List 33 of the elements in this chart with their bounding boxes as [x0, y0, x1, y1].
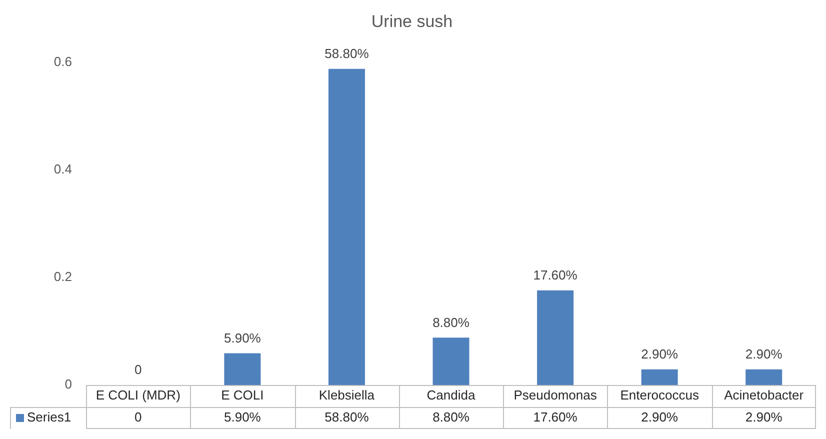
data-label: 58.80%: [324, 410, 370, 425]
data-label: 2.90%: [641, 410, 678, 425]
data-label: 17.60%: [533, 410, 578, 425]
x-tick-label: Pseudomonas: [514, 388, 598, 403]
text: 2.90%: [641, 346, 678, 362]
y-tick-label: 0: [64, 376, 72, 392]
data-label: 0: [134, 410, 142, 425]
data-label: 2.90%: [745, 410, 783, 425]
x-tick-label: E COLI: [221, 388, 264, 403]
y-tick-label: 0.4: [54, 162, 72, 177]
bar: [746, 369, 782, 385]
text: 17.60%: [533, 267, 578, 282]
text: 0: [134, 362, 142, 378]
x-tick-label: E COLI (MDR): [96, 388, 180, 403]
x-tick-label: Candida: [426, 388, 476, 403]
bar: [641, 369, 678, 385]
bar: [224, 353, 261, 385]
data-label: 8.80%: [432, 410, 470, 425]
y-tick-label: 0.6: [54, 54, 72, 69]
x-tick-label: Klebsiella: [318, 388, 376, 403]
bar: [537, 290, 574, 385]
x-tick-label: Acinetobacter: [724, 388, 804, 403]
text: 2.90%: [745, 346, 782, 362]
text: 8.80%: [432, 314, 470, 330]
x-tick-label: Enterococcus: [620, 388, 700, 403]
text: 58.80%: [324, 46, 369, 61]
y-tick-label: 0.2: [54, 269, 72, 284]
bar: [432, 338, 470, 385]
bar: [328, 68, 365, 385]
legend-label: Series1: [27, 410, 72, 425]
text: 5.90%: [224, 330, 261, 346]
chart-title: Urine sush: [371, 12, 453, 31]
data-label: 5.90%: [224, 410, 262, 425]
